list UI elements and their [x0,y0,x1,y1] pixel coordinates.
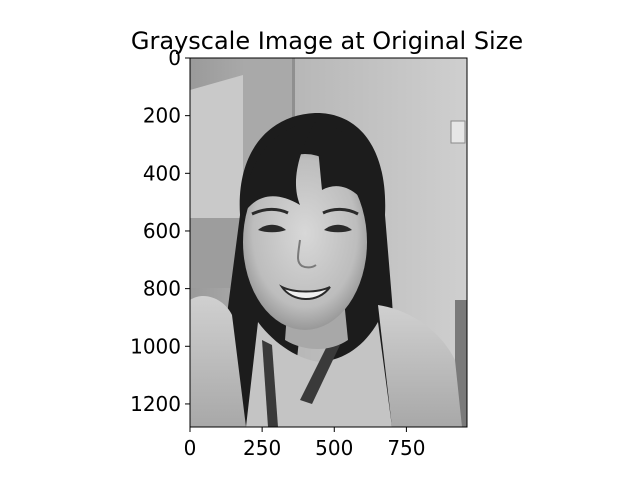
light-switch [450,120,466,144]
image-area [190,58,467,427]
x-tick-label: 0 [184,436,197,460]
x-tick-label: 750 [387,436,425,460]
axes-frame [189,57,468,428]
face [243,154,367,330]
background-panel [190,75,243,222]
y-tick-label: 400 [143,161,181,185]
y-tick-label: 600 [143,219,181,243]
chart-title: Grayscale Image at Original Size [131,27,523,55]
x-axis-ticks: 0 250 500 750 [184,427,426,460]
smile [279,284,331,300]
hoodie [190,295,246,427]
y-axis-ticks: 0 200 400 600 800 1000 1200 [130,46,190,416]
y-tick-label: 1200 [130,392,181,416]
left-eye [258,224,286,233]
y-tick-label: 200 [143,104,181,128]
lanyard [262,340,278,427]
y-tick-label: 1000 [130,334,181,358]
y-tick-label: 0 [168,46,181,70]
x-tick-label: 500 [315,436,353,460]
x-tick-label: 250 [243,436,281,460]
y-tick-label: 800 [143,277,181,301]
right-eye [324,224,352,233]
